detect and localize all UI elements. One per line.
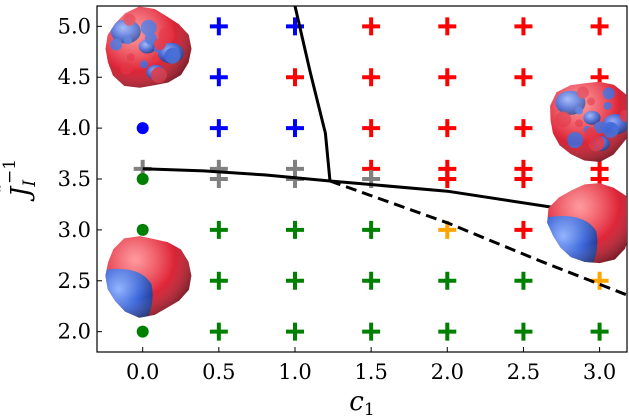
data-point-circle	[136, 325, 149, 338]
data-point-plus	[514, 170, 533, 188]
data-point-plus	[438, 17, 457, 36]
x-axis-label: c1	[349, 387, 374, 418]
y-axis-tilde: ˜	[0, 183, 18, 193]
data-point-plus	[209, 322, 228, 341]
x-tick-label: 2.5	[507, 360, 540, 384]
data-point-plus	[285, 119, 304, 138]
solid-boundary-line	[142, 167, 555, 209]
y-axis-label-sup: −1	[0, 159, 20, 184]
data-point-plus	[362, 220, 381, 239]
data-point-plus	[362, 68, 381, 87]
x-tick-label: 0.5	[202, 360, 235, 384]
data-point-plus	[362, 322, 381, 341]
x-axis-label-main: c	[349, 387, 364, 417]
data-point-plus	[590, 17, 609, 36]
data-point-plus	[285, 220, 304, 239]
data-point-plus	[438, 271, 457, 290]
y-tick-label: 4.5	[58, 65, 91, 89]
boundary-lines	[142, 6, 627, 297]
y-tick-label: 4.0	[58, 116, 91, 140]
x-tick-label: 0.0	[126, 360, 159, 384]
dashed-boundary-line	[329, 179, 627, 297]
y-tick-label: 3.0	[58, 218, 91, 242]
y-axis-ticks: 2.0 2.5 3.0 3.5 4.0 4.5 5.0	[58, 14, 102, 344]
data-point-plus	[438, 170, 457, 188]
data-point-plus	[209, 68, 228, 87]
x-tick-label: 1.5	[354, 360, 387, 384]
y-tick-label: 3.5	[58, 167, 91, 191]
y-axis-label-sub: I	[20, 180, 40, 188]
data-point-plus	[438, 119, 457, 138]
y-axis-label-main: J	[6, 185, 36, 202]
data-point-plus	[514, 68, 533, 87]
data-point-plus	[362, 271, 381, 290]
data-point-plus	[285, 322, 304, 341]
data-point-plus	[209, 271, 228, 290]
data-point-plus	[209, 17, 228, 36]
y-tick-label: 2.5	[58, 269, 91, 293]
data-point-plus	[514, 220, 533, 239]
data-point-plus	[209, 119, 228, 138]
x-axis-ticks: 0.0 0.5 1.0 1.5 2.0 2.5 3.0	[126, 347, 616, 384]
data-point-plus	[285, 68, 304, 87]
data-point-plus	[514, 271, 533, 290]
data-point-plus	[590, 322, 609, 341]
data-point-circle	[136, 122, 149, 135]
x-tick-label: 1.0	[278, 360, 311, 384]
x-axis-label-sub: 1	[364, 400, 375, 418]
solid-boundary-line	[293, 6, 332, 182]
data-point-plus	[514, 119, 533, 138]
y-axis-label: JI−1	[0, 159, 40, 202]
data-point-plus	[438, 322, 457, 341]
y-tick-label: 5.0	[58, 14, 91, 38]
data-point-circle	[136, 223, 149, 236]
x-tick-label: 3.0	[583, 360, 616, 384]
data-point-plus	[362, 119, 381, 138]
data-point-plus	[438, 68, 457, 87]
data-point-circle	[136, 173, 149, 185]
data-point-plus	[514, 17, 533, 36]
data-point-plus	[209, 220, 228, 239]
x-tick-label: 2.0	[431, 360, 464, 384]
data-point-plus	[514, 322, 533, 341]
y-tick-label: 2.0	[58, 320, 91, 344]
data-point-plus	[285, 271, 304, 290]
data-point-plus	[362, 17, 381, 36]
